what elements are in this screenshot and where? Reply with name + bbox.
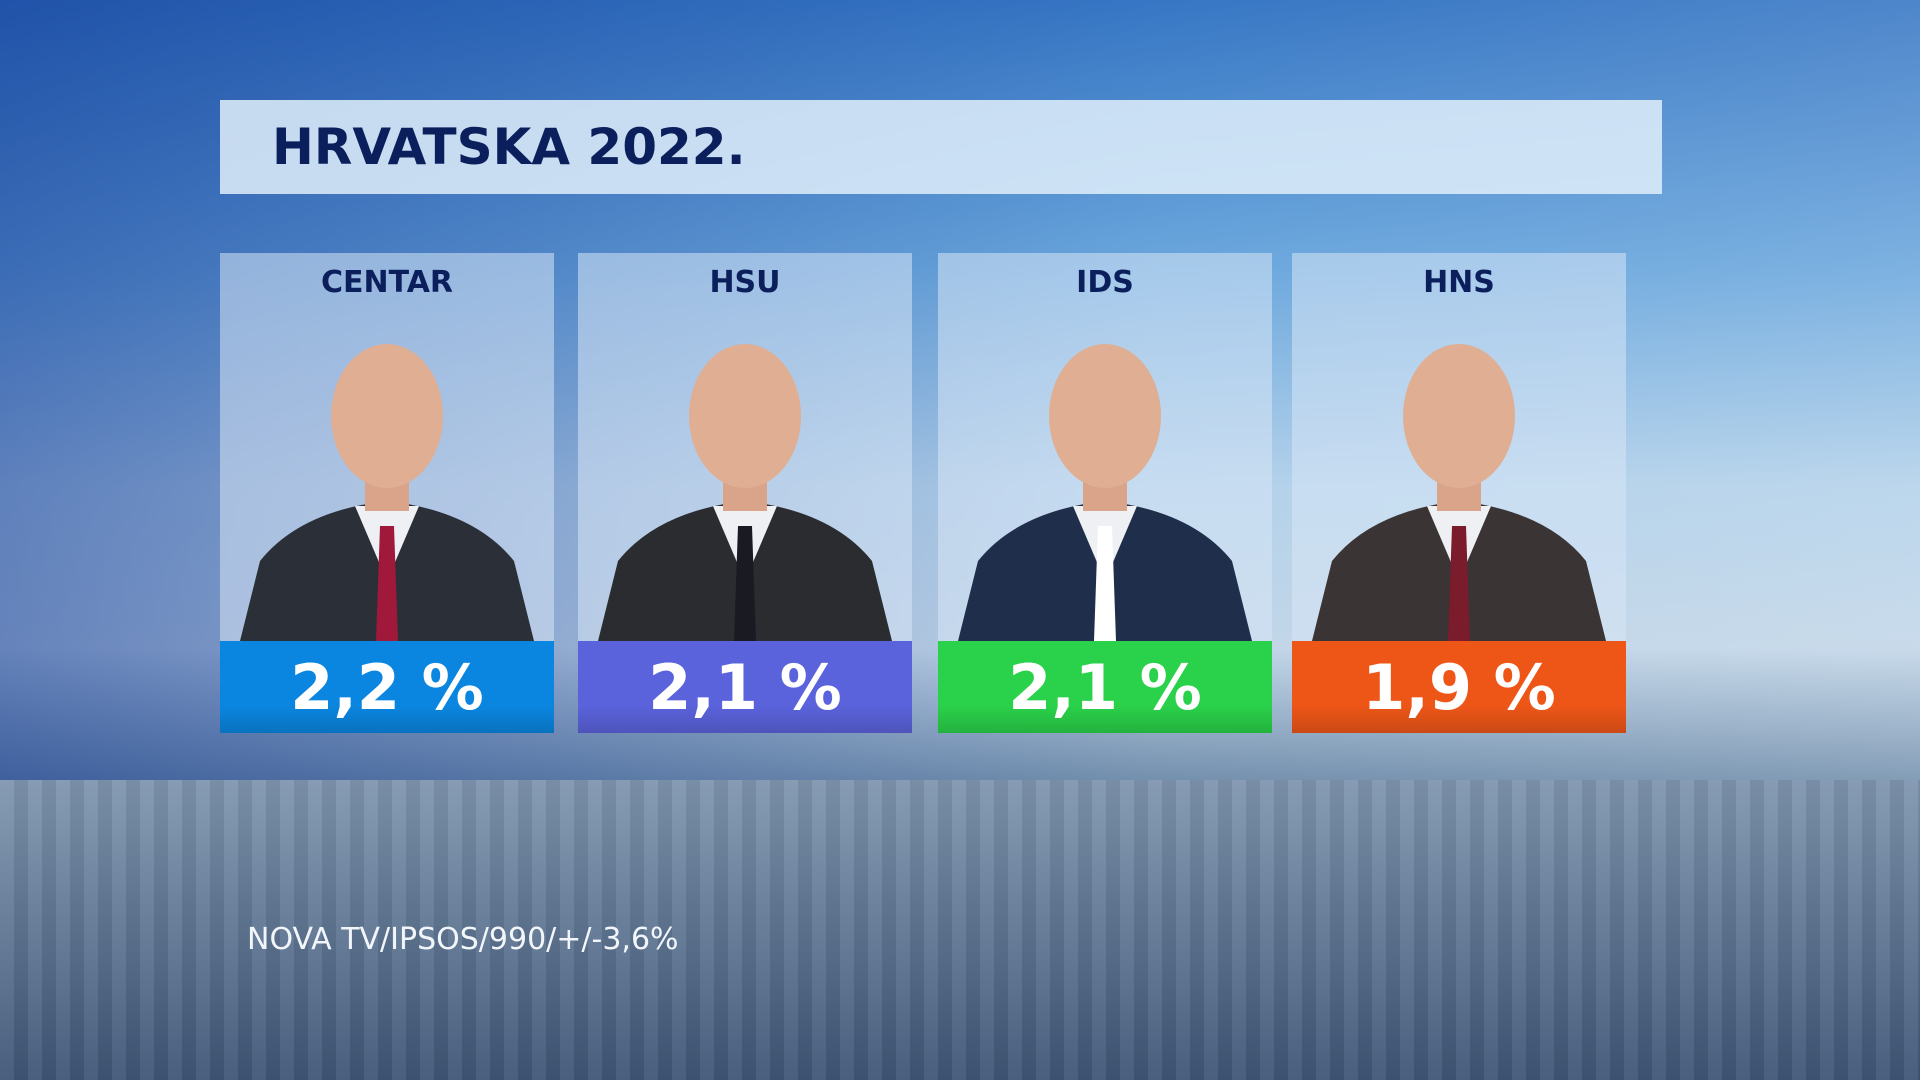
- percentage-value: 2,1 %: [938, 641, 1272, 733]
- title-banner: HRVATSKA 2022.: [220, 100, 1662, 194]
- candidate-card: CENTAR 2,2 %: [220, 253, 554, 733]
- percentage-value: 2,1 %: [578, 641, 912, 733]
- background-cobblestone: [0, 780, 1920, 1080]
- candidate-card: HSU 2,1 %: [578, 253, 912, 733]
- party-name: HSU: [709, 265, 781, 300]
- candidate-photo: [938, 311, 1272, 641]
- candidate-photo: [220, 311, 554, 641]
- percentage-value: 1,9 %: [1292, 641, 1626, 733]
- percentage-value: 2,2 %: [220, 641, 554, 733]
- page-title: HRVATSKA 2022.: [272, 118, 746, 176]
- candidate-card: IDS 2,1 %: [938, 253, 1272, 733]
- poll-source: NOVA TV/IPSOS/990/+/-3,6%: [247, 922, 679, 957]
- party-name: IDS: [1076, 265, 1134, 300]
- party-name: CENTAR: [320, 265, 454, 300]
- candidate-photo: [578, 311, 912, 641]
- party-name: HNS: [1423, 265, 1495, 300]
- candidate-card: HNS 1,9 %: [1292, 253, 1626, 733]
- candidate-photo: [1292, 311, 1626, 641]
